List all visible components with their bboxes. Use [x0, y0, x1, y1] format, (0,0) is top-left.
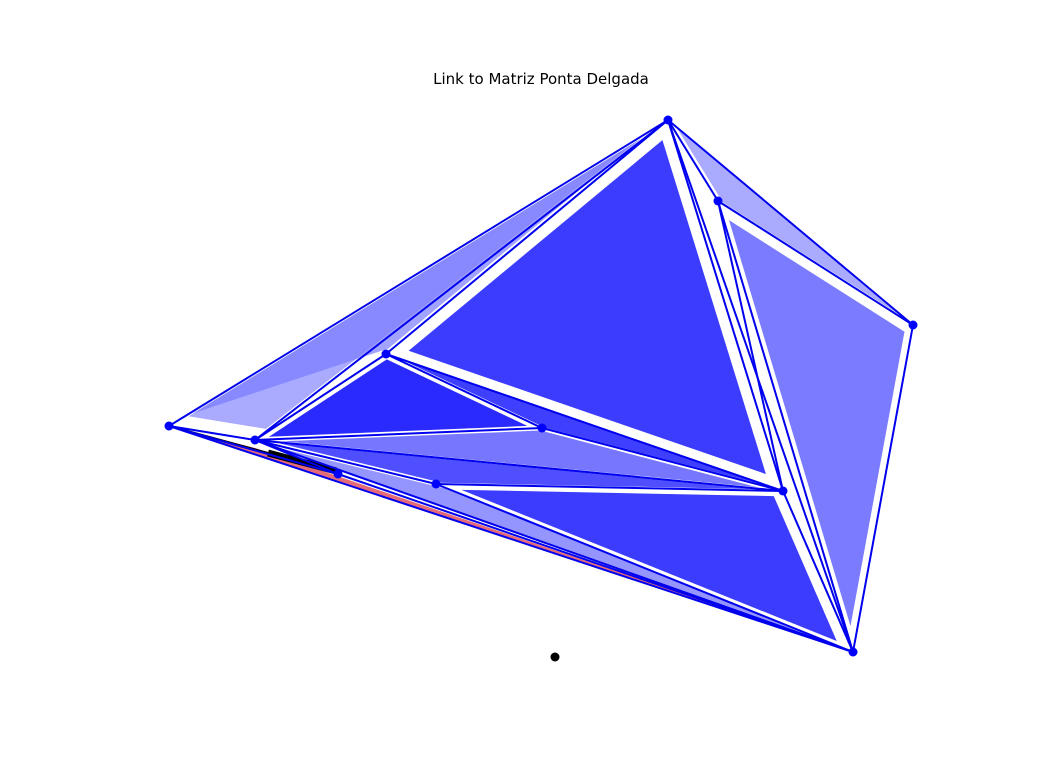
network-edge [435, 483, 854, 653]
network-node [250, 435, 260, 445]
network-edge [254, 353, 387, 441]
network-edge [385, 353, 784, 492]
network-edge [782, 490, 854, 653]
network-node [848, 647, 858, 657]
triangle-face [677, 129, 899, 315]
triangle-face [192, 138, 642, 414]
network-edge [385, 353, 543, 429]
network-edge [717, 200, 914, 326]
network-edge [667, 119, 914, 326]
network-edge [254, 119, 669, 441]
triangle-fills [188, 129, 905, 642]
triangle-face [461, 489, 837, 642]
network-edge [667, 119, 719, 202]
network-edge [337, 473, 854, 653]
network-node [537, 423, 547, 433]
triangle-face [268, 359, 528, 437]
network-edge [168, 425, 256, 441]
network-edge [667, 119, 784, 492]
network-node [431, 479, 441, 489]
network-edge [717, 200, 784, 492]
network-edge [168, 425, 854, 653]
network-edge [852, 324, 914, 653]
network-edge [254, 439, 784, 492]
network-edge [254, 439, 437, 485]
network-node [713, 196, 723, 206]
network-edges [168, 119, 914, 653]
target-marker [550, 652, 560, 662]
triangle-face [729, 220, 905, 627]
network-edge [254, 427, 543, 441]
network-edge [717, 200, 854, 653]
figure-title: Link to Matriz Ponta Delgada [433, 70, 649, 88]
network-node [164, 421, 174, 431]
network-edge [541, 427, 784, 492]
network-edge [168, 119, 669, 427]
network-node [333, 469, 343, 479]
network-node [663, 115, 673, 125]
network-edge [385, 119, 669, 355]
network-edge [667, 119, 854, 653]
network-edge [168, 425, 339, 475]
network-nodes [164, 115, 918, 657]
network-node [381, 349, 391, 359]
network-edge [254, 439, 339, 475]
triangle-face [408, 140, 766, 475]
triangle-face [282, 430, 758, 488]
network-node [778, 486, 788, 496]
network-edge [435, 483, 784, 492]
network-node [908, 320, 918, 330]
